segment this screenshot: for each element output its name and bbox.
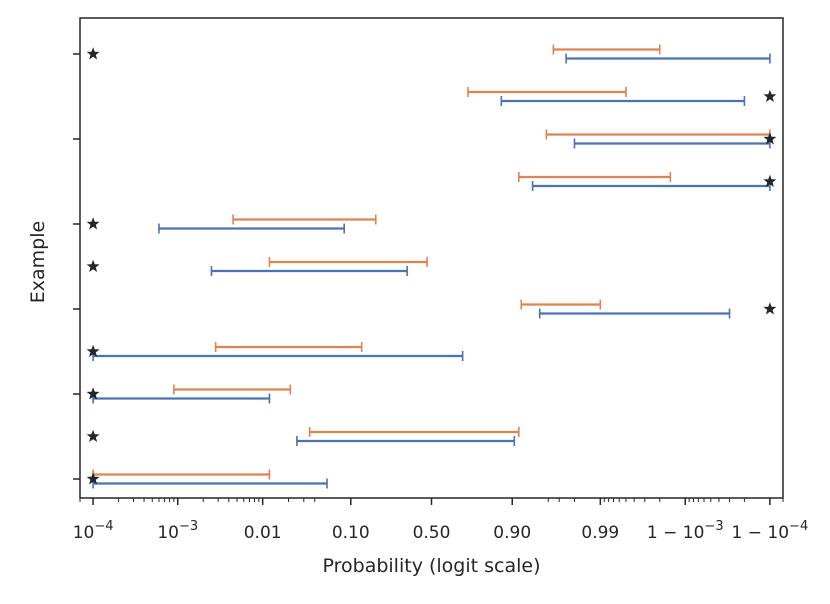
x-ticks: 10−4 10−3 0.01 0.10 0.50 0.90 0.99 1 − 10−3 1 − …	[73, 498, 809, 543]
plot-frame	[79, 17, 784, 499]
x-tick-label: 0.01	[244, 523, 282, 543]
interval-a-bar	[467, 87, 627, 97]
star-marker	[763, 132, 777, 145]
interval-a-bar	[308, 427, 520, 437]
star-marker	[86, 259, 100, 272]
interval-b-bar	[92, 393, 271, 404]
interval-a-bar	[545, 129, 771, 140]
star-marker	[86, 472, 100, 485]
interval-b-bar	[296, 436, 516, 446]
star-marker	[763, 89, 777, 102]
interval-b-bar	[92, 351, 464, 361]
star-marker	[86, 47, 100, 60]
interval-a-bar	[552, 44, 661, 55]
interval-b-bar	[538, 308, 731, 319]
interval-a-bar	[173, 384, 292, 395]
y-ticks	[73, 53, 80, 480]
interval-b-bar	[531, 181, 771, 191]
star-marker	[86, 217, 100, 230]
star-marker	[763, 302, 777, 315]
interval-a-bar	[214, 342, 363, 352]
star-marker	[86, 387, 100, 400]
x-tick-label: 10−4	[73, 519, 114, 543]
x-tick-label: 1 − 10−4	[732, 519, 809, 543]
x-axis-label: Probability (logit scale)	[323, 555, 541, 577]
x-tick-label: 1 − 10−3	[647, 519, 724, 543]
x-tick-label: 10−3	[157, 519, 198, 543]
interval-a-bar	[92, 469, 271, 480]
interval-b-bar	[158, 223, 345, 234]
x-tick-label: 0.99	[581, 523, 619, 543]
interval-b-bar	[210, 266, 408, 276]
x-tick-label: 0.10	[332, 523, 370, 543]
interval-a-bar	[268, 257, 428, 267]
y-axis-label: Example	[27, 221, 49, 303]
star-marker	[86, 429, 100, 442]
star-marker	[86, 344, 100, 357]
interval-b-bar	[500, 96, 746, 106]
interval-b-bar	[92, 478, 328, 489]
interval-b-bar	[565, 53, 771, 64]
interval-a-bar	[518, 172, 672, 182]
x-tick-label: 0.90	[493, 523, 531, 543]
interval-a-bar	[520, 299, 602, 310]
interval-a-bar	[232, 214, 377, 225]
data-layer	[86, 44, 777, 489]
x-tick-label: 0.50	[413, 523, 451, 543]
interval-b-bar	[573, 138, 771, 149]
star-marker	[763, 174, 777, 187]
